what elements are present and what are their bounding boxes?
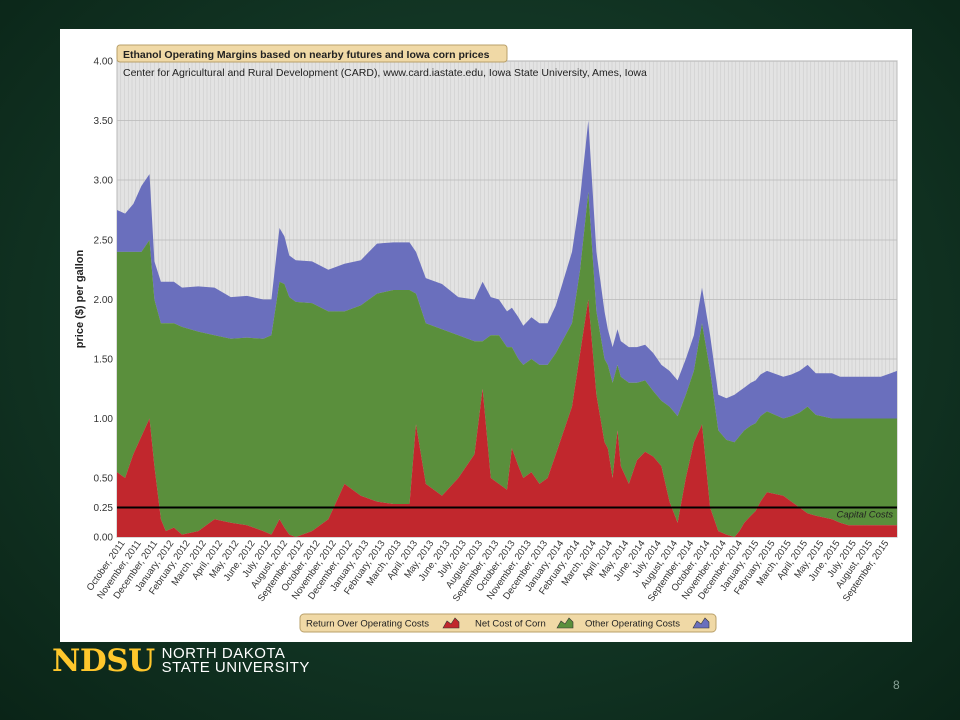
series-net-cost-of-corn-area	[117, 192, 897, 537]
chart-panel: Capital Costs 0.00 0.25 0.50 1.00 1.50 2.00 2.5…	[60, 29, 912, 642]
y-tick-label: 2.50	[94, 236, 114, 247]
capital-costs-label: Capital Costs	[837, 510, 894, 521]
y-tick-label: 0.25	[94, 503, 114, 514]
series-other-operating-costs-area	[117, 120, 897, 443]
chart-title-tab	[116, 44, 508, 63]
legend-swatch	[692, 617, 710, 629]
ethanol-margins-chart: Capital Costs 0.00 0.25 0.50 1.00 1.50 2.00 2.5…	[74, 44, 898, 633]
chart-title: Ethanol Operating Margins based on nearb…	[123, 49, 490, 61]
legend-swatch	[442, 617, 460, 629]
logo-line-2: STATE UNIVERSITY	[161, 659, 310, 676]
series-return-over-operating-costs-area	[117, 299, 897, 537]
ndsu-logo: NDSU NORTH DAKOTA STATE UNIVERSITY	[52, 644, 310, 678]
y-tick-label: 0.50	[94, 474, 114, 485]
chart-subtitle: Center for Agricultural and Rural Develo…	[123, 67, 647, 79]
logo-mark: NDSU	[52, 642, 155, 679]
y-tick-label: 0.00	[94, 533, 114, 544]
logo-wordmark: NORTH DAKOTA STATE UNIVERSITY	[161, 645, 310, 676]
logo-line-1: NORTH DAKOTA	[161, 645, 286, 662]
page-number: 8	[893, 678, 900, 692]
legend-swatch	[556, 617, 574, 629]
y-tick-label: 3.50	[94, 116, 114, 127]
y-axis-label: price ($) per gallon	[74, 250, 86, 349]
legend-entry-label: Return Over Operating Costs	[306, 619, 429, 630]
y-tick-label: 1.50	[94, 355, 114, 366]
legend-entry-label: Net Cost of Corn	[475, 619, 546, 630]
legend-entry-label: Other Operating Costs	[585, 619, 680, 630]
y-tick-label: 1.00	[94, 414, 114, 425]
legend-box	[299, 613, 717, 633]
y-tick-label: 3.00	[94, 176, 114, 187]
y-tick-label: 4.00	[94, 57, 114, 68]
y-tick-label: 2.00	[94, 295, 114, 306]
